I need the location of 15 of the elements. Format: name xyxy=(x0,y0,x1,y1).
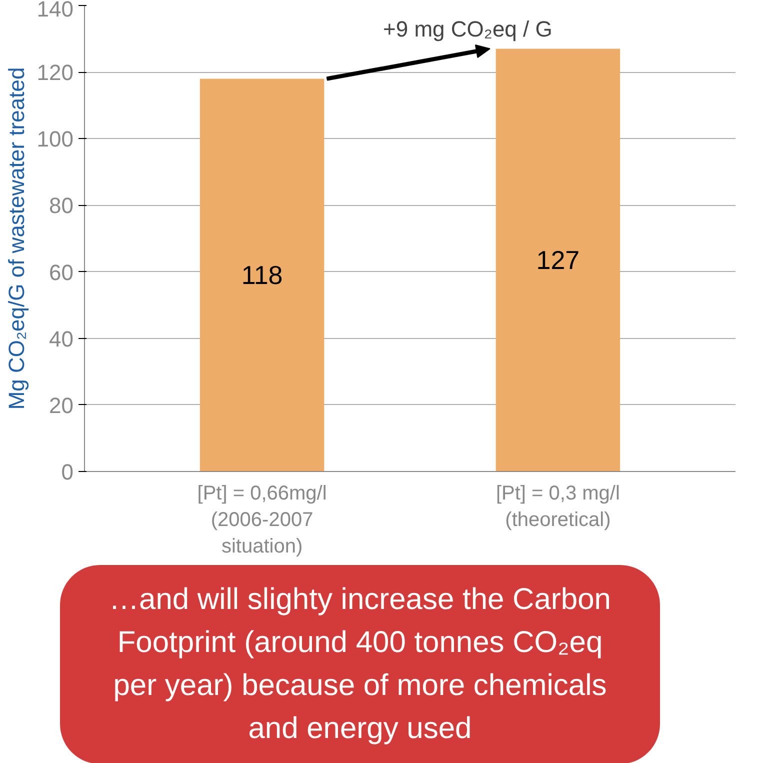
y-tick-label: 120 xyxy=(36,60,74,86)
y-axis-title: Mg CO₂eq/G of wastewater treated xyxy=(4,67,29,410)
text: …and will slighty increase the Carbon Footprint (around 400 tonnes CO₂eq per year) because of more chemicals and energy used xyxy=(108,582,612,747)
data-label: 118 xyxy=(241,260,283,290)
y-tick-label: 0 xyxy=(61,460,74,484)
y-tick-label: 20 xyxy=(49,392,74,418)
y-tick-label: 80 xyxy=(49,193,74,218)
y-tick-label: 140 xyxy=(36,0,74,22)
data-label: 127 xyxy=(536,245,580,276)
x-tick-label: [Pt] = 0,3 mg/l (theoretical) xyxy=(496,482,620,531)
y-tick-label: 100 xyxy=(36,126,74,152)
y-tick-label: 40 xyxy=(49,326,74,352)
y-tick-label: 60 xyxy=(49,260,74,285)
annotation: +9 mg CO₂eq / G xyxy=(383,16,552,42)
x-tick-label: [Pt] = 0,66mg/l (2006-2007 situation) xyxy=(197,482,327,558)
